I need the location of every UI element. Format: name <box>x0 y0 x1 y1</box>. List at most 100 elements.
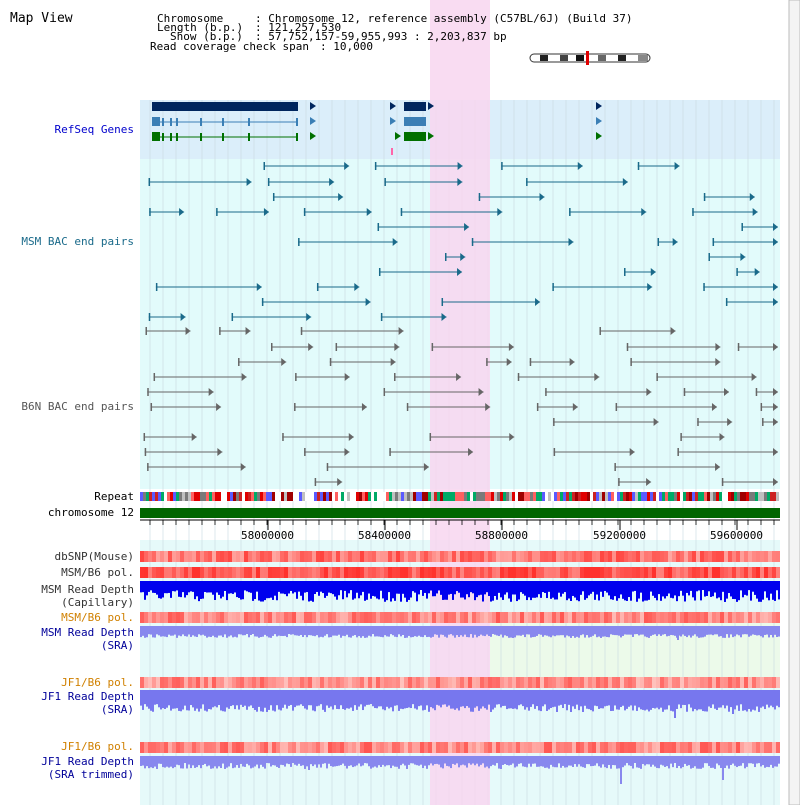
jf1-sra-depth-bar <box>356 690 358 710</box>
bac-end <box>677 448 679 456</box>
msm-capillary-depth-bar <box>146 581 148 596</box>
jf1-trimmed-depth-bar <box>696 756 698 769</box>
track-label-dbsnp[interactable]: dbSNP(Mouse) <box>54 550 134 563</box>
bac-end-arrow <box>773 403 778 411</box>
dbsnp-heat-cell <box>772 551 776 562</box>
gene-strand-arrow <box>596 132 602 140</box>
track-label-msm-b6-pol-2[interactable]: MSM/B6 pol. <box>61 611 134 624</box>
jf1-sra-depth-bar <box>496 690 498 705</box>
jf1-sra-depth-bar <box>458 690 460 711</box>
msm-sra-depth-bar <box>664 626 666 635</box>
jf1-sra-depth-bar <box>572 690 574 707</box>
msm-sra-depth-bar <box>608 626 610 638</box>
jf1-sra-depth-bar <box>554 690 556 707</box>
jf1-sra-depth-bar <box>360 690 362 705</box>
selected-region-highlight[interactable] <box>430 0 490 805</box>
bac-end-arrow <box>457 178 463 186</box>
track-label-msm-depth-sra[interactable]: MSM Read Depth <box>41 626 134 639</box>
jf1-pol-heat-cell <box>500 677 504 688</box>
refseq-gene-block[interactable] <box>404 102 426 111</box>
jf1-trimmed-depth-bar <box>496 756 498 764</box>
jf1-trimmed-depth-bar <box>514 756 516 768</box>
msm-pol-heat-cell <box>704 567 708 578</box>
repeat-block <box>761 492 764 501</box>
msm-sra-depth-bar <box>516 626 518 636</box>
msm-pol-heat-cell <box>560 612 564 623</box>
msm-sra-depth-bar <box>474 626 476 635</box>
repeat-block <box>359 492 362 501</box>
jf1-pol-heat-cell <box>200 677 204 688</box>
length-label: Length (b.p.) <box>157 21 244 34</box>
jf1-trimmed-depth-bar <box>186 756 188 769</box>
jf1-sra-depth-bar <box>146 690 148 707</box>
msm-sra-depth-bar <box>572 626 574 637</box>
dbsnp-heat-cell <box>240 551 244 562</box>
jf1-pol-heat-cell <box>192 677 196 688</box>
jf1-pol-heat-cell <box>752 742 756 753</box>
jf1-pol-heat-cell <box>360 677 364 688</box>
track-label-msm-depth-capillary[interactable]: MSM Read Depth <box>41 583 134 596</box>
track-label-msm-bac[interactable]: MSM BAC end pairs <box>21 235 134 248</box>
msm-sra-depth-bar <box>196 626 198 637</box>
msm-pol-heat-cell <box>532 612 536 623</box>
track-label-refseq-genes[interactable]: RefSeq Genes <box>54 123 134 136</box>
chromosome-bar[interactable] <box>140 508 780 518</box>
bac-end-arrow <box>354 283 360 291</box>
msm-sra-depth-bar <box>576 626 578 637</box>
msm-pol-heat-cell <box>308 567 312 578</box>
msm-pol-heat-cell <box>468 567 472 578</box>
track-label-msm-b6-pol[interactable]: MSM/B6 pol. <box>61 566 134 579</box>
msm-sra-depth-bar <box>324 626 326 636</box>
track-label-jf1-depth-sra[interactable]: JF1 Read Depth <box>41 690 134 703</box>
track-label-jf1-b6-pol[interactable]: JF1/B6 pol. <box>61 676 134 689</box>
msm-capillary-depth-bar <box>482 581 484 602</box>
jf1-sra-depth-bar <box>194 690 196 711</box>
msm-sra-depth-bar <box>768 626 770 638</box>
msm-capillary-depth-bar <box>582 581 584 592</box>
refseq-gene-block[interactable] <box>404 132 426 141</box>
msm-capillary-depth-bar <box>200 581 202 599</box>
jf1-trimmed-depth-bar <box>296 756 298 766</box>
jf1-sra-depth-bar <box>396 690 398 706</box>
vertical-scrollbar[interactable] <box>788 0 800 805</box>
msm-sra-depth-bar <box>204 626 206 636</box>
track-label-jf1-depth-trimmed[interactable]: JF1 Read Depth <box>41 755 134 768</box>
msm-pol-heat-cell <box>556 567 560 578</box>
jf1-trimmed-depth-bar <box>420 756 422 765</box>
jf1-pol-heat-cell <box>312 742 316 753</box>
repeat-block <box>758 492 761 501</box>
msm-sra-depth-bar <box>500 626 502 635</box>
msm-pol-heat-cell <box>764 612 768 623</box>
msm-capillary-depth-bar <box>766 581 768 598</box>
track-label-jf1-b6-pol-2[interactable]: JF1/B6 pol. <box>61 740 134 753</box>
msm-sra-depth-bar <box>512 626 514 638</box>
msm-capillary-depth-bar <box>478 581 480 596</box>
dbsnp-heat-cell <box>400 551 404 562</box>
msm-sra-depth-bar <box>730 626 732 635</box>
msm-capillary-depth-bar <box>156 581 158 595</box>
msm-capillary-depth-bar <box>292 581 294 594</box>
msm-pol-heat-cell <box>760 567 764 578</box>
msm-capillary-depth-bar <box>286 581 288 597</box>
track-label-repeat[interactable]: Repeat <box>94 490 134 503</box>
refseq-gene-block[interactable] <box>404 117 426 126</box>
jf1-sra-depth-bar <box>716 690 718 710</box>
dbsnp-heat-cell <box>480 551 484 562</box>
bac-end <box>614 463 616 471</box>
refseq-gene-block[interactable] <box>152 102 298 111</box>
msm-capillary-depth-bar <box>400 581 402 602</box>
dbsnp-heat-cell <box>316 551 320 562</box>
track-label-b6n-bac[interactable]: B6N BAC end pairs <box>21 400 134 413</box>
jf1-trimmed-depth-bar <box>654 756 656 767</box>
msm-capillary-depth-bar <box>304 581 306 593</box>
msm-capillary-depth-bar <box>730 581 732 597</box>
dbsnp-heat-cell <box>192 551 196 562</box>
jf1-sra-depth-bar <box>758 690 760 712</box>
gene-strand-arrow <box>310 132 316 140</box>
dbsnp-heat-cell <box>352 551 356 562</box>
jf1-trimmed-depth-bar <box>632 756 634 769</box>
repeat-block <box>575 492 578 501</box>
jf1-trimmed-depth-bar <box>160 756 162 764</box>
